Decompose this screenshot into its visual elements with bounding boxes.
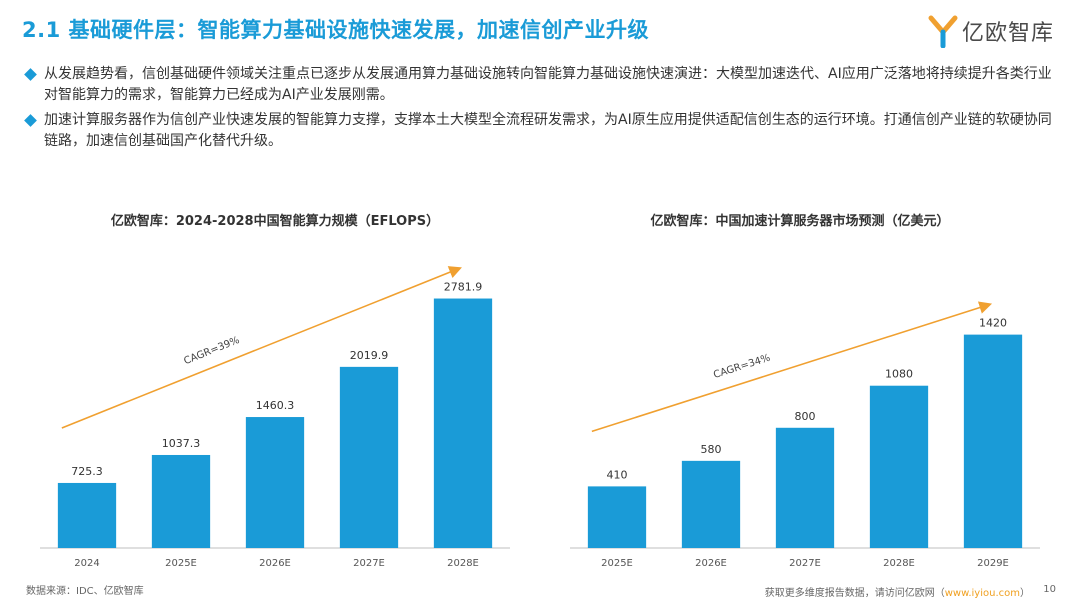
yiou-logo-icon bbox=[928, 15, 958, 48]
bar bbox=[339, 366, 399, 548]
x-tick-label: 2026E bbox=[259, 558, 291, 569]
bullet-list: 从发展趋势看，信创基础硬件领域关注重点已逐步从发展通用算力基础设施转向智能算力基… bbox=[24, 64, 1056, 156]
bullet-item: 从发展趋势看，信创基础硬件领域关注重点已逐步从发展通用算力基础设施转向智能算力基… bbox=[24, 64, 1056, 106]
bar-value-label: 725.3 bbox=[71, 465, 103, 478]
footer-text-end: ） bbox=[1020, 588, 1030, 599]
x-tick-label: 2025E bbox=[601, 558, 633, 569]
bullet-text: 加速计算服务器作为信创产业快速发展的智能算力支撑，支撑本土大模型全流程研发需求，… bbox=[44, 112, 1052, 149]
bar bbox=[775, 427, 835, 548]
bar-value-label: 1037.3 bbox=[162, 437, 201, 450]
footer-more-info: 获取更多维度报告数据，请访问亿欧网（www.iyiou.com） bbox=[765, 584, 1030, 599]
data-source: 数据来源：IDC、亿欧智库 bbox=[26, 586, 144, 597]
diamond-bullet-icon bbox=[24, 114, 37, 127]
x-tick-label: 2026E bbox=[695, 558, 727, 569]
compute-scale-chart: 725.3 2024 1037.3 2025E 1460.3 2026E 2019.9 202… bbox=[40, 266, 510, 569]
bar bbox=[587, 486, 647, 548]
bar bbox=[57, 482, 117, 548]
footer-text: 获取更多维度报告数据，请访问亿欧网（ bbox=[764, 588, 945, 599]
brand-logo: 亿欧智库 bbox=[928, 14, 1054, 48]
server-market-chart: 410 2025E 580 2026E 800 2027E 1080 2028E 1420 202… bbox=[570, 301, 1040, 569]
x-tick-label: 2027E bbox=[789, 558, 821, 569]
bar-value-label: 1420 bbox=[979, 317, 1007, 330]
bar-value-label: 2019.9 bbox=[350, 349, 389, 362]
chart-title-compute-scale: 亿欧智库：2024-2028中国智能算力规模（EFLOPS） bbox=[110, 214, 440, 229]
cagr-annotation: CAGR=39% bbox=[182, 335, 241, 367]
bar bbox=[869, 385, 929, 548]
x-tick-label: 2024 bbox=[74, 558, 99, 569]
bar-value-label: 410 bbox=[607, 468, 628, 481]
bar-value-label: 580 bbox=[701, 443, 722, 456]
page-title: 2.1 基础硬件层：智能算力基础设施快速发展，加速信创产业升级 bbox=[22, 18, 650, 42]
website-link[interactable]: www.iyiou.com bbox=[944, 588, 1020, 599]
bar bbox=[245, 417, 305, 548]
x-tick-label: 2025E bbox=[165, 558, 197, 569]
x-tick-label: 2028E bbox=[883, 558, 915, 569]
bar bbox=[681, 460, 741, 548]
logo-text: 亿欧智库 bbox=[961, 21, 1054, 46]
bar-value-label: 800 bbox=[795, 410, 816, 423]
bullet-text: 从发展趋势看，信创基础硬件领域关注重点已逐步从发展通用算力基础设施转向智能算力基… bbox=[44, 66, 1052, 103]
diamond-bullet-icon bbox=[24, 68, 37, 81]
chart-title-server-market: 亿欧智库：中国加速计算服务器市场预测（亿美元） bbox=[650, 214, 950, 229]
x-tick-label: 2028E bbox=[447, 558, 479, 569]
bar-value-label: 1080 bbox=[885, 368, 913, 381]
bar-value-label: 2781.9 bbox=[444, 281, 483, 294]
trend-arrow bbox=[61, 266, 462, 429]
bar bbox=[433, 298, 493, 548]
page-number: 10 bbox=[1043, 584, 1056, 595]
trend-arrow bbox=[591, 301, 993, 433]
bar bbox=[963, 334, 1023, 548]
bar-value-label: 1460.3 bbox=[256, 399, 295, 412]
bar bbox=[151, 454, 211, 548]
bullet-item: 加速计算服务器作为信创产业快速发展的智能算力支撑，支撑本土大模型全流程研发需求，… bbox=[24, 110, 1056, 152]
x-tick-label: 2027E bbox=[353, 558, 385, 569]
x-tick-label: 2029E bbox=[977, 558, 1009, 569]
